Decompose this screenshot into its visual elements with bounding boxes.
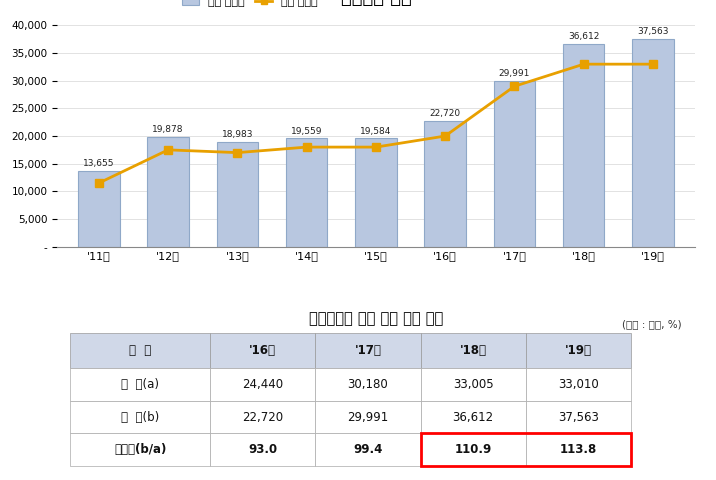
- Bar: [425, 121, 466, 247]
- Text: 달성률(b/a): 달성률(b/a): [114, 443, 166, 456]
- Text: 19,559: 19,559: [291, 127, 322, 136]
- Bar: [78, 171, 120, 247]
- Bar: [70, 401, 211, 433]
- Bar: [493, 81, 536, 247]
- Text: 구  분: 구 분: [129, 344, 151, 357]
- Text: 13,655: 13,655: [83, 159, 115, 168]
- Bar: [315, 433, 420, 466]
- Text: 37,563: 37,563: [558, 411, 599, 424]
- Text: 29,991: 29,991: [499, 69, 530, 78]
- Bar: [70, 433, 211, 466]
- Bar: [70, 333, 211, 369]
- Text: (단위 : 억원, %): (단위 : 억원, %): [622, 320, 682, 330]
- Bar: [211, 401, 315, 433]
- Text: 29,991: 29,991: [347, 411, 389, 424]
- Bar: [147, 137, 189, 247]
- Text: 24,440: 24,440: [242, 378, 284, 391]
- Bar: [563, 44, 604, 247]
- Bar: [315, 333, 420, 369]
- Bar: [632, 39, 674, 247]
- Text: 36,612: 36,612: [568, 33, 599, 41]
- Bar: [526, 369, 631, 401]
- Bar: [526, 401, 631, 433]
- Text: 113.8: 113.8: [560, 443, 597, 456]
- Text: 30,180: 30,180: [347, 378, 388, 391]
- Text: 33,005: 33,005: [453, 378, 493, 391]
- Bar: [420, 433, 631, 466]
- Bar: [420, 433, 526, 466]
- Text: 22,720: 22,720: [430, 109, 460, 118]
- Text: 93.0: 93.0: [248, 443, 277, 456]
- Text: 99.4: 99.4: [353, 443, 382, 456]
- Text: 실  적(b): 실 적(b): [121, 411, 159, 424]
- Text: 19,878: 19,878: [153, 125, 184, 134]
- Bar: [211, 369, 315, 401]
- Bar: [315, 401, 420, 433]
- Bar: [526, 333, 631, 369]
- Bar: [420, 401, 526, 433]
- Title: 공급실적 추이: 공급실적 추이: [341, 0, 411, 7]
- Legend: 신규 취급액, 공급 목표액: 신규 취급액, 공급 목표액: [178, 0, 322, 11]
- Bar: [420, 369, 526, 401]
- Text: 37,563: 37,563: [637, 27, 669, 36]
- Bar: [217, 142, 258, 247]
- Text: 18,983: 18,983: [222, 130, 253, 139]
- Text: 목  표(a): 목 표(a): [121, 378, 159, 391]
- Bar: [286, 138, 327, 247]
- Bar: [526, 433, 631, 466]
- Text: 110.9: 110.9: [455, 443, 492, 456]
- Text: '16년: '16년: [249, 344, 276, 357]
- Text: 22,720: 22,720: [242, 411, 284, 424]
- Bar: [355, 138, 397, 247]
- Bar: [315, 369, 420, 401]
- Bar: [70, 369, 211, 401]
- Text: '18년: '18년: [460, 344, 487, 357]
- Bar: [211, 333, 315, 369]
- Bar: [211, 433, 315, 466]
- Text: 36,612: 36,612: [453, 411, 493, 424]
- Bar: [420, 333, 526, 369]
- Text: 33,010: 33,010: [558, 378, 599, 391]
- Text: 19,584: 19,584: [360, 127, 392, 135]
- Text: '17년: '17년: [354, 344, 382, 357]
- Text: 새희망홀씨 목표 대비 실적 추이: 새희망홀씨 목표 대비 실적 추이: [309, 311, 443, 326]
- Text: '19년: '19년: [565, 344, 591, 357]
